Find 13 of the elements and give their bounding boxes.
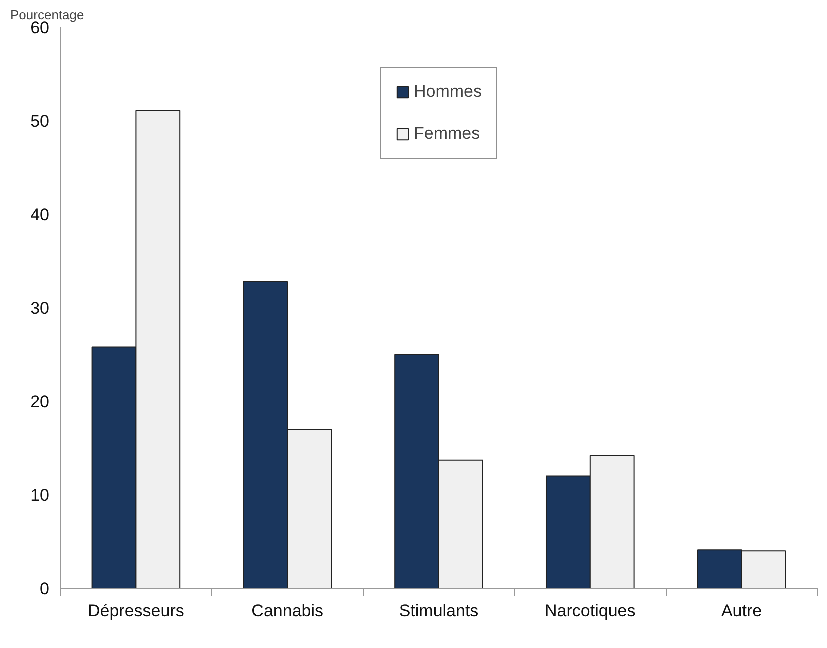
legend-label: Hommes <box>414 82 482 102</box>
x-tick-label: Cannabis <box>252 602 324 620</box>
x-tick-label: Autre <box>721 602 762 620</box>
y-tick-label: 20 <box>30 392 50 412</box>
x-tick-label: Dépresseurs <box>88 602 184 620</box>
y-tick-label: 30 <box>30 299 50 318</box>
y-tick-label: 10 <box>30 486 50 505</box>
x-tick-label: Narcotiques <box>545 602 636 620</box>
y-tick-label: 40 <box>30 206 50 224</box>
x-tick-label: Stimulants <box>399 602 479 620</box>
y-tick-label: 50 <box>30 112 50 131</box>
legend-label: Femmes <box>414 124 480 144</box>
y-tick-label: 0 <box>40 580 50 598</box>
